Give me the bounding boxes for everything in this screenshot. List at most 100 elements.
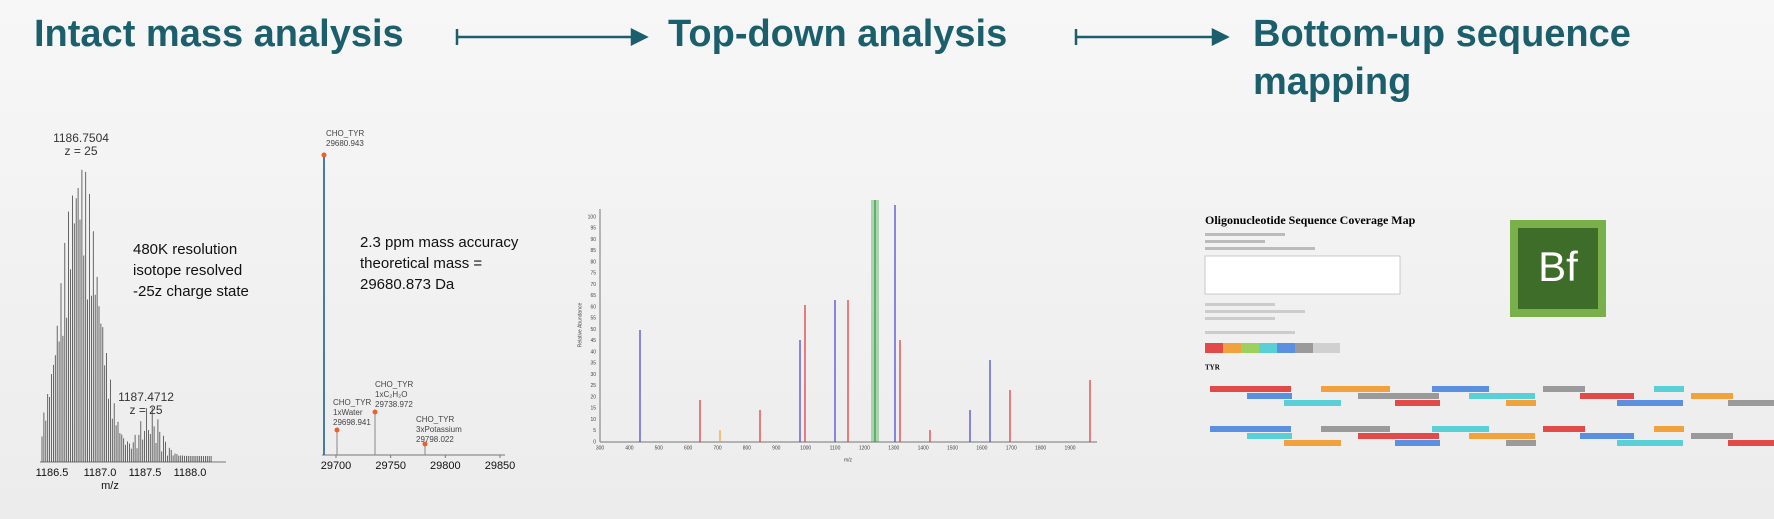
peak-label: z = 25 [64, 144, 97, 158]
x-tick-label: 1100 [830, 445, 841, 451]
y-tick-label: 50 [590, 327, 596, 333]
x-tick-label: 1187.0 [84, 467, 117, 479]
annotation: isotope resolved [133, 262, 242, 279]
coverage-bar [1299, 400, 1341, 406]
y-tick-label: 70 [590, 282, 596, 288]
y-tick-label: 40 [590, 349, 596, 355]
peak-label: CHO_TYR [333, 398, 371, 407]
step-title: Top-down analysis [668, 13, 1007, 55]
x-tick-label: 1600 [976, 445, 987, 451]
coverage-bar [1654, 426, 1684, 432]
step-title: Intact mass analysis [34, 13, 404, 55]
coverage-bar [1617, 400, 1683, 406]
sequence-label: TYR [1205, 364, 1221, 372]
y-tick-label: 60 [590, 304, 596, 310]
peak-label: CHO_TYR [326, 129, 364, 138]
y-tick-label: 75 [590, 271, 596, 277]
y-tick-label: 85 [590, 248, 596, 254]
x-tick-label: 300 [596, 445, 605, 451]
x-tick-label: 1400 [918, 445, 929, 451]
coverage-bar [1691, 433, 1733, 439]
x-tick-label: 1900 [1064, 445, 1075, 451]
x-tick-label: 700 [713, 445, 722, 451]
coverage-bar [1373, 393, 1439, 399]
y-tick-label: 5 [593, 428, 596, 434]
coverage-bar [1336, 386, 1390, 392]
y-tick-label: 45 [590, 338, 596, 344]
coverage-bar [1410, 440, 1440, 446]
x-tick-label: 1187.5 [129, 467, 162, 479]
y-tick-label: 15 [590, 406, 596, 412]
x-tick-label: 29700 [321, 460, 352, 472]
coverage-bar [1336, 426, 1390, 432]
peak-label: CHO_TYR [416, 415, 454, 424]
x-tick-label: 800 [743, 445, 752, 451]
arrows [455, 27, 1230, 47]
coverage-bar [1580, 393, 1634, 399]
peak-label: 29798.022 [416, 435, 454, 444]
x-tick-label: 29750 [375, 460, 406, 472]
intact-spectrum: 1186.7504 z = 25 1187.4712 z = 25 480K r… [36, 131, 249, 492]
x-tick-label: 400 [625, 445, 634, 451]
y-tick-label: 95 [590, 226, 596, 232]
coverage-bar [1506, 440, 1536, 446]
y-tick-label: 65 [590, 293, 596, 299]
x-tick-label: 1300 [888, 445, 899, 451]
x-tick-label: 500 [655, 445, 664, 451]
peak-label: 29738.972 [375, 400, 413, 409]
coverage-bar [1543, 426, 1585, 432]
x-tick-label: 900 [772, 445, 781, 451]
y-tick-label: 100 [588, 214, 597, 220]
coverage-bar [1447, 386, 1489, 392]
annotation: -25z charge state [133, 283, 249, 300]
x-tick-label: 1200 [859, 445, 870, 451]
logo-text: Bf [1538, 243, 1578, 290]
annotation: 480K resolution [133, 241, 237, 258]
peak-label: 1xC₂H₂O [375, 390, 407, 399]
coverage-bar [1262, 393, 1292, 399]
coverage-bar [1262, 433, 1292, 439]
x-tick-label: 1700 [1006, 445, 1017, 451]
x-tick-label: 1500 [947, 445, 958, 451]
coverage-bar [1225, 426, 1291, 432]
y-tick-label: 90 [590, 237, 596, 243]
peak-label: 1187.4712 [118, 390, 174, 404]
y-tick-label: 80 [590, 259, 596, 265]
x-tick-label: 1186.5 [36, 467, 69, 479]
annotation: theoretical mass = [360, 255, 482, 272]
y-tick-label: 25 [590, 383, 596, 389]
top-down-spectrum: Relative Abundance m/z 300 400 500 600 700 80… [577, 200, 1097, 463]
coverage-bar [1410, 400, 1440, 406]
coverage-bar [1373, 433, 1439, 439]
peak-label: 1186.7504 [53, 131, 109, 145]
step-title: mapping [1253, 61, 1411, 103]
x-tick-label: 1188.0 [174, 467, 207, 479]
coverage-report: Oligonucleotide Sequence Coverage Map TY… [1204, 213, 1774, 446]
coverage-bar [1728, 440, 1774, 446]
peak-label: 29698.941 [333, 418, 371, 427]
y-axis-label: Relative Abundance [577, 303, 583, 348]
peak-label: 1xWater [333, 408, 363, 417]
coverage-bar [1447, 426, 1489, 432]
coverage-bar [1225, 386, 1291, 392]
coverage-bar [1506, 400, 1536, 406]
coverage-bar [1469, 433, 1535, 439]
report-title: Oligonucleotide Sequence Coverage Map [1205, 213, 1416, 227]
y-tick-label: 10 [590, 417, 596, 423]
coverage-bar [1580, 433, 1634, 439]
y-tick-label: 55 [590, 316, 596, 322]
peak-label: 29680.943 [326, 139, 364, 148]
highlight [871, 200, 879, 442]
x-tick-label: 29800 [430, 460, 461, 472]
y-tick-label: 30 [590, 372, 596, 378]
y-tick-label: 20 [590, 394, 596, 400]
coverage-bar [1728, 400, 1774, 406]
x-tick-label: 29850 [485, 460, 516, 472]
x-tick-label: 600 [684, 445, 693, 451]
annotation: 2.3 ppm mass accuracy [360, 234, 519, 251]
annotation: 29680.873 Da [360, 276, 455, 293]
y-tick-label: 35 [590, 361, 596, 367]
peak-label: 3xPotassium [416, 425, 462, 434]
